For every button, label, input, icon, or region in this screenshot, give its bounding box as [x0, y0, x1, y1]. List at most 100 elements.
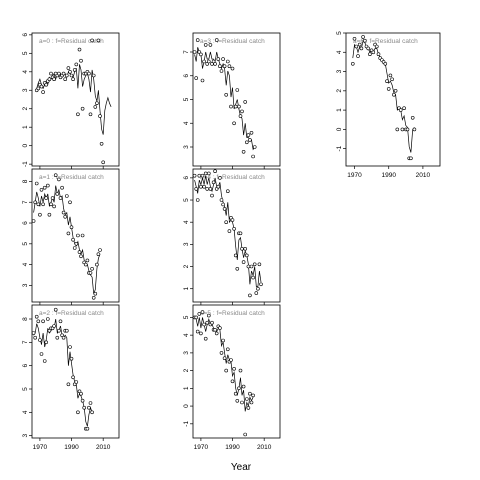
- data-point: [210, 193, 214, 198]
- data-point: [224, 93, 228, 97]
- data-point: [214, 38, 219, 42]
- fitted-line: [36, 64, 112, 135]
- data-point: [243, 247, 247, 251]
- data-point: [241, 150, 246, 154]
- data-point: [52, 324, 56, 328]
- data-point: [246, 133, 251, 137]
- y-tick-label: 5: [22, 387, 29, 391]
- data-point: [194, 76, 198, 80]
- panel-label: a=0 : f=Residual catch: [39, 38, 104, 45]
- y-tick-label: 8: [22, 317, 29, 321]
- data-point: [230, 218, 235, 222]
- data-point: [222, 64, 227, 68]
- data-point: [240, 247, 244, 251]
- panel-label: a=1 : f=Residual catch: [39, 174, 104, 181]
- x-tick-label: 1970: [347, 172, 362, 179]
- data-point: [52, 77, 56, 81]
- data-point: [208, 187, 213, 191]
- y-tick-label: 5: [183, 315, 190, 319]
- panel-a-0: a=0 : f=Residual catch -1 0 1 2 3 4 5 6: [22, 32, 120, 169]
- panel-a-3: a=3 : f=Residual catch 3 4 5 6 7: [183, 32, 281, 169]
- data-point: [259, 282, 263, 287]
- data-point: [197, 312, 202, 316]
- data-point: [80, 233, 85, 238]
- x-tick-label: 1970: [194, 444, 209, 451]
- data-point: [47, 212, 52, 217]
- data-point: [34, 314, 39, 319]
- data-point: [69, 225, 74, 229]
- y-tick-label: 0: [336, 127, 343, 131]
- data-point: [203, 171, 208, 176]
- data-point: [66, 231, 71, 236]
- data-point: [405, 127, 410, 132]
- data-point: [47, 77, 52, 81]
- panel-label: a=4 : f=Residual catch: [200, 174, 265, 181]
- y-tick-label: 5: [183, 198, 190, 202]
- data-point: [207, 171, 211, 176]
- data-point: [235, 398, 240, 403]
- data-point: [392, 92, 396, 97]
- data-point: [207, 313, 211, 318]
- data-point: [412, 127, 417, 132]
- panel-frame: [31, 32, 120, 167]
- data-point: [90, 410, 94, 415]
- data-point: [398, 108, 403, 112]
- data-point: [87, 405, 91, 410]
- data-point: [202, 59, 206, 64]
- panel-a-4: a=4 : f=Residual catch 1 2 3 4 5 6: [183, 168, 281, 305]
- y-tick-label: 0: [183, 404, 190, 408]
- data-point: [214, 331, 219, 336]
- data-point: [69, 73, 74, 78]
- y-tick-label: 6: [22, 363, 29, 367]
- data-point: [44, 196, 49, 200]
- panel-a-1: a=1 : f=Residual catch 3 4 5 6 7 8: [22, 168, 120, 305]
- data-point: [359, 46, 364, 51]
- data-point: [226, 189, 230, 193]
- data-point: [38, 212, 42, 217]
- data-point: [232, 366, 236, 371]
- y-tick-label: 5: [22, 242, 29, 246]
- data-point: [248, 391, 252, 396]
- data-point: [226, 347, 230, 352]
- data-point: [213, 169, 217, 173]
- data-point: [249, 264, 254, 269]
- data-point: [85, 426, 90, 431]
- data-point: [90, 266, 94, 271]
- data-point: [383, 61, 388, 66]
- data-point: [357, 42, 362, 47]
- data-point: [229, 104, 233, 109]
- data-point: [74, 62, 79, 67]
- data-point: [362, 38, 367, 43]
- y-tick-label: 3: [22, 283, 29, 287]
- y-tick-label: 5: [336, 31, 343, 35]
- y-tick-label: 1: [183, 386, 190, 390]
- data-point: [388, 73, 393, 78]
- data-point: [99, 142, 104, 146]
- data-point: [39, 84, 44, 89]
- data-point: [57, 328, 61, 333]
- fitted-line: [194, 317, 254, 412]
- fitted-line: [194, 175, 262, 287]
- data-point: [200, 173, 205, 178]
- data-point: [71, 237, 75, 242]
- data-point: [80, 398, 85, 403]
- data-point: [88, 112, 93, 117]
- data-point: [251, 275, 255, 280]
- data-point: [356, 54, 360, 58]
- panel-frame: [31, 168, 120, 303]
- data-point: [246, 406, 251, 410]
- data-point: [63, 77, 67, 81]
- panel-label: a=3 : f=Residual catch: [200, 38, 265, 45]
- data-point: [238, 368, 243, 373]
- data-point: [76, 233, 80, 238]
- data-point: [199, 184, 203, 189]
- y-tick-label: 6: [183, 176, 190, 180]
- data-point: [39, 352, 44, 356]
- data-point: [199, 331, 203, 336]
- data-point: [60, 185, 64, 190]
- data-point: [68, 345, 72, 349]
- data-point: [252, 145, 257, 149]
- data-point: [36, 319, 41, 324]
- data-point: [230, 379, 235, 384]
- panel-frame: [345, 32, 441, 167]
